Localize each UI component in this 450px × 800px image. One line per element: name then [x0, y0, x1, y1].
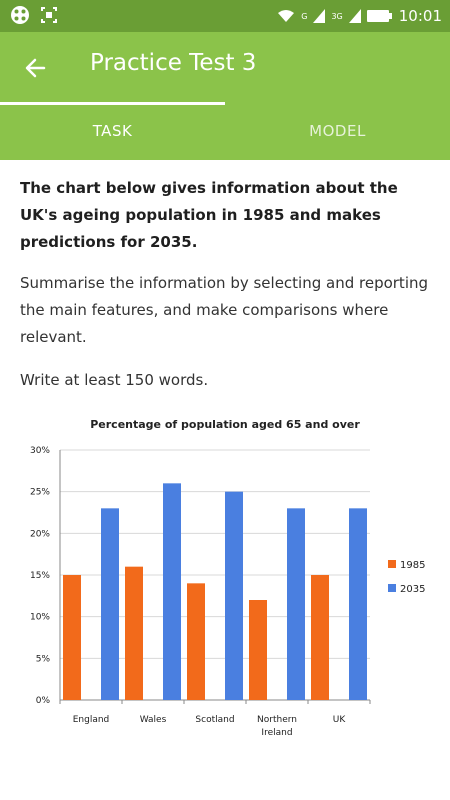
clock: 10:01	[398, 7, 442, 25]
y-tick-label: 20%	[30, 529, 50, 539]
page-title: Practice Test 3	[90, 50, 257, 76]
wifi-icon	[278, 10, 295, 22]
bar-1985-northern-ireland	[249, 600, 267, 700]
bar-chart: Percentage of population aged 65 and ove…	[30, 418, 425, 738]
chart-legend: 1985 2035	[388, 560, 425, 595]
arrow-left-icon	[25, 58, 46, 78]
bar-2035-northern-ireland	[287, 508, 305, 700]
chart-x-labels: England Wales Scotland Northern Ireland UK	[73, 715, 347, 738]
tab-task[interactable]: TASK	[92, 122, 133, 140]
x-tick-label: Northern	[257, 715, 297, 725]
bar-2035-wales	[163, 483, 181, 700]
legend-swatch-2035	[388, 584, 396, 592]
y-tick-label: 0%	[36, 696, 51, 706]
x-tick-label: Wales	[140, 715, 167, 725]
bar-1985-uk	[311, 575, 329, 700]
signal-icon	[313, 9, 326, 23]
bar-2035-scotland	[225, 491, 243, 700]
task-instruction: Summarise the information by selecting a…	[20, 274, 429, 346]
screenshot-icon	[41, 7, 57, 23]
status-bar: G 3G 10:01	[0, 0, 450, 32]
x-tick-label: Ireland	[261, 728, 292, 738]
chart-bars	[63, 483, 367, 700]
battery-icon	[366, 10, 392, 22]
x-tick-label: England	[73, 715, 110, 725]
bar-1985-england	[63, 575, 81, 700]
chart-title: Percentage of population aged 65 and ove…	[90, 418, 360, 431]
x-tick-label: Scotland	[195, 715, 234, 725]
y-tick-label: 15%	[30, 571, 50, 581]
y-tick-label: 5%	[36, 654, 51, 664]
legend-label-2035: 2035	[400, 584, 425, 595]
y-tick-label: 10%	[30, 613, 50, 623]
y-tick-label: 30%	[30, 446, 50, 456]
bar-1985-scotland	[187, 583, 205, 700]
tab-indicator	[0, 102, 225, 105]
task-content: The chart below gives information about …	[20, 175, 430, 394]
y-tick-label: 25%	[30, 488, 50, 498]
bar-1985-wales	[125, 566, 143, 700]
bar-2035-england	[101, 508, 119, 700]
bar-2035-uk	[349, 508, 367, 700]
network-type-label: G	[301, 11, 308, 21]
tab-model[interactable]: MODEL	[309, 122, 366, 140]
tab-bar: TASK MODEL	[0, 102, 450, 160]
signal-icon-2	[348, 9, 361, 23]
task-prompt: The chart below gives information about …	[20, 179, 398, 251]
app-bar: Practice Test 3	[0, 32, 450, 102]
legend-label-1985: 1985	[400, 560, 425, 571]
word-requirement: Write at least 150 words.	[20, 371, 209, 389]
app-grid-icon	[11, 6, 29, 24]
back-button[interactable]	[18, 50, 54, 86]
legend-swatch-1985	[388, 560, 396, 568]
network-type-label-2: 3G	[331, 11, 343, 21]
x-tick-label: UK	[333, 715, 347, 725]
